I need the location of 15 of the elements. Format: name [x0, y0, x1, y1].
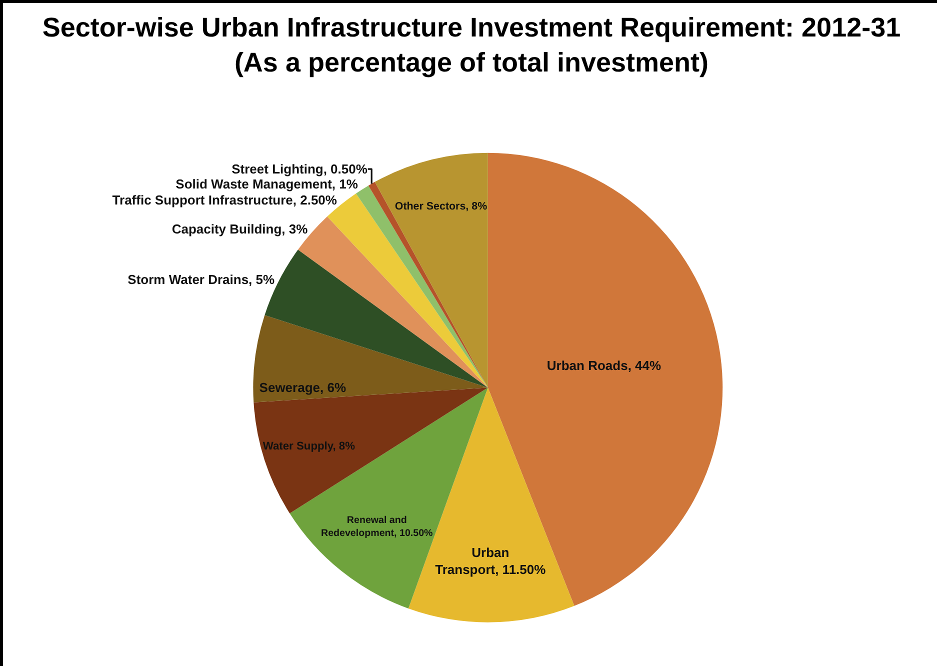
slice-label: Solid Waste Management, 1% — [176, 176, 358, 192]
pie-slice — [374, 152, 488, 388]
slice-label: Storm Water Drains, 5% — [128, 272, 276, 288]
slice-label: Urban Roads, 44% — [546, 358, 662, 373]
pie-slice — [253, 315, 488, 402]
slice-label: Renewal and Redevelopment, 10.50% — [320, 514, 434, 539]
slice-label: Capacity Building, 3% — [172, 222, 308, 237]
slice-label: Urban Transport, 11.50% — [435, 545, 546, 577]
chart-subtitle: (As a percentage of total investment) — [234, 47, 709, 78]
slice-label: Sewerage, 6% — [259, 380, 346, 396]
slice-label: Water Supply, 8% — [262, 440, 356, 453]
slice-label: Other Sectors, 8% — [394, 200, 488, 212]
slice-label: Street Lighting, 0.50% — [232, 162, 368, 177]
chart-title: Sector-wise Urban Infrastructure Investment Requirement: 2012-31 — [42, 12, 901, 42]
slice-label: Traffic Support Infrastructure, 2.50% — [112, 192, 338, 208]
